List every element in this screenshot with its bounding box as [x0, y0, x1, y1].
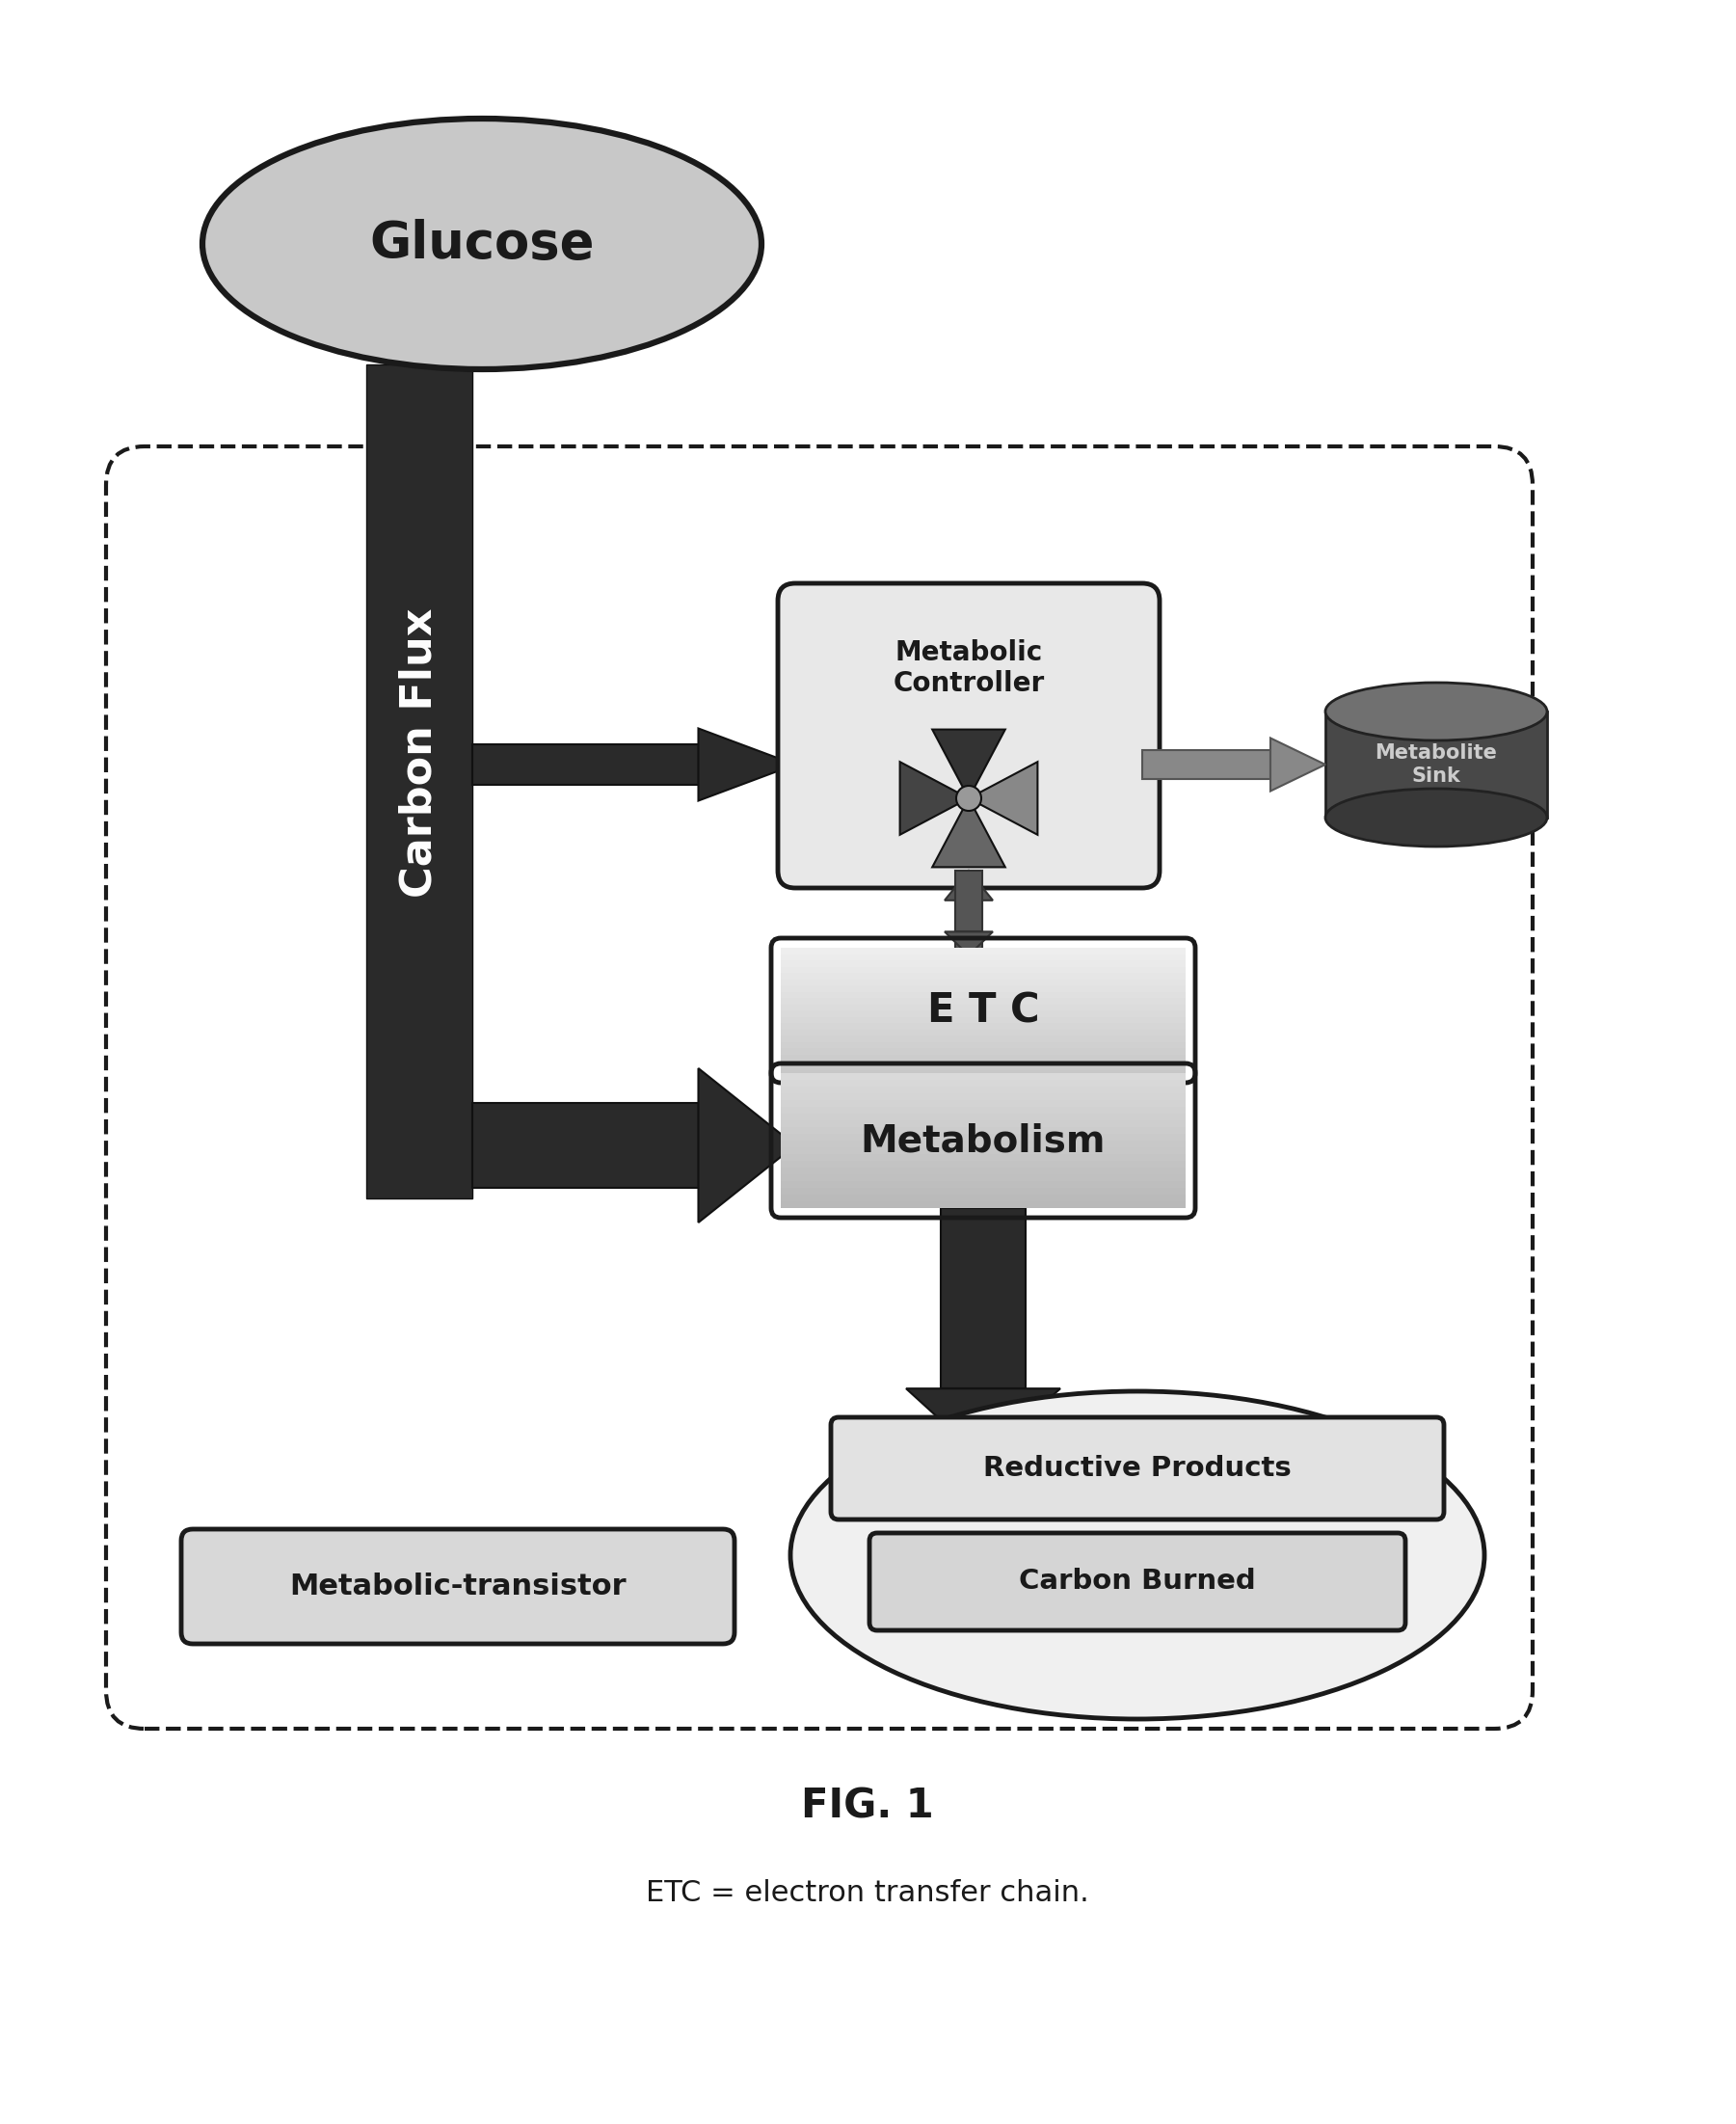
Text: Reductive Products: Reductive Products: [983, 1455, 1292, 1483]
Polygon shape: [944, 871, 993, 901]
FancyBboxPatch shape: [870, 1534, 1406, 1631]
Polygon shape: [781, 1181, 1186, 1187]
Polygon shape: [781, 1047, 1186, 1054]
Polygon shape: [781, 1153, 1186, 1162]
Polygon shape: [781, 1202, 1186, 1209]
Circle shape: [957, 786, 981, 811]
Polygon shape: [781, 1162, 1186, 1168]
Polygon shape: [781, 966, 1186, 973]
Polygon shape: [969, 763, 1038, 835]
Polygon shape: [944, 932, 993, 956]
Polygon shape: [932, 729, 1005, 799]
Polygon shape: [781, 1041, 1186, 1047]
Polygon shape: [781, 1194, 1186, 1202]
Polygon shape: [781, 1141, 1186, 1147]
Polygon shape: [781, 947, 1186, 954]
Polygon shape: [941, 1209, 1026, 1389]
Polygon shape: [781, 1128, 1186, 1134]
Polygon shape: [781, 1119, 1186, 1128]
Text: E T C: E T C: [927, 990, 1040, 1030]
Polygon shape: [781, 1113, 1186, 1119]
Polygon shape: [781, 1147, 1186, 1153]
Polygon shape: [781, 1054, 1186, 1060]
Text: Carbon Burned: Carbon Burned: [1019, 1568, 1255, 1595]
Polygon shape: [472, 746, 698, 784]
FancyBboxPatch shape: [832, 1417, 1444, 1519]
Ellipse shape: [790, 1391, 1484, 1718]
Polygon shape: [781, 954, 1186, 960]
Polygon shape: [781, 992, 1186, 998]
FancyBboxPatch shape: [181, 1529, 734, 1644]
Text: FIG. 1: FIG. 1: [800, 1786, 934, 1827]
Text: Carbon Flux: Carbon Flux: [399, 607, 439, 896]
Ellipse shape: [203, 119, 762, 370]
Polygon shape: [781, 1175, 1186, 1181]
Polygon shape: [781, 1030, 1186, 1037]
Polygon shape: [781, 1134, 1186, 1141]
Polygon shape: [955, 871, 983, 932]
Polygon shape: [781, 960, 1186, 966]
Polygon shape: [781, 1187, 1186, 1194]
Polygon shape: [781, 1168, 1186, 1175]
Polygon shape: [781, 1094, 1186, 1100]
Polygon shape: [698, 1068, 795, 1223]
Polygon shape: [1142, 750, 1271, 780]
Text: Metabolic
Controller: Metabolic Controller: [892, 639, 1045, 697]
Polygon shape: [781, 1087, 1186, 1094]
Text: ETC = electron transfer chain.: ETC = electron transfer chain.: [646, 1878, 1088, 1907]
Polygon shape: [781, 1073, 1186, 1079]
Polygon shape: [366, 365, 472, 1198]
FancyBboxPatch shape: [778, 584, 1160, 888]
Polygon shape: [781, 986, 1186, 992]
Ellipse shape: [1325, 682, 1547, 741]
Polygon shape: [781, 1005, 1186, 1011]
Polygon shape: [472, 1102, 698, 1187]
Text: Metabolite
Sink: Metabolite Sink: [1375, 743, 1498, 786]
Polygon shape: [932, 799, 1005, 867]
Polygon shape: [781, 979, 1186, 986]
Polygon shape: [781, 1079, 1186, 1087]
Polygon shape: [781, 998, 1186, 1005]
Polygon shape: [781, 1024, 1186, 1030]
Polygon shape: [1325, 712, 1547, 818]
Polygon shape: [781, 1011, 1186, 1017]
Text: Metabolism: Metabolism: [861, 1121, 1106, 1160]
Polygon shape: [955, 901, 983, 956]
Polygon shape: [781, 1017, 1186, 1024]
Polygon shape: [698, 729, 795, 801]
Polygon shape: [899, 763, 969, 835]
Ellipse shape: [1325, 788, 1547, 847]
Polygon shape: [781, 973, 1186, 979]
Text: Metabolic-transistor: Metabolic-transistor: [290, 1572, 627, 1601]
Polygon shape: [781, 1066, 1186, 1073]
Polygon shape: [781, 1107, 1186, 1113]
Polygon shape: [1271, 737, 1325, 790]
Polygon shape: [906, 1389, 1061, 1459]
Polygon shape: [781, 1060, 1186, 1066]
Text: Glucose: Glucose: [370, 219, 594, 270]
Polygon shape: [781, 1037, 1186, 1041]
Polygon shape: [781, 1100, 1186, 1107]
